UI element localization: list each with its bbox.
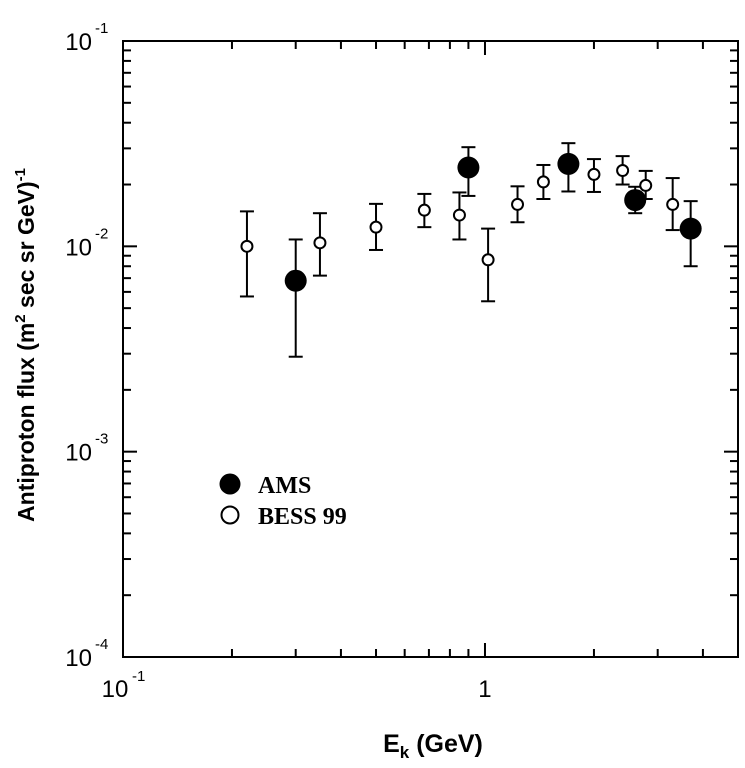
y-tick-label: 10 [65, 440, 92, 467]
axis-tick-labels: 10 -1 110-410-310-210-1 [65, 20, 491, 703]
bess-point [616, 164, 630, 178]
y-tick-label: 10 [65, 29, 92, 56]
data-series [239, 142, 702, 358]
legend-marker-ams [219, 473, 241, 495]
bess-point [536, 175, 550, 189]
x-tick-exponent: -1 [132, 668, 145, 685]
bess-point [639, 178, 653, 192]
legend-label-bess: BESS 99 [258, 504, 347, 530]
bess-point [666, 197, 680, 211]
ams-point [557, 152, 580, 175]
bess-point [511, 197, 525, 211]
ams-point [624, 189, 647, 212]
x-tick-label: 1 [478, 676, 491, 703]
y-axis-title: Antiproton flux (m2 sec sr GeV)-1 [12, 168, 39, 522]
axis-ticks [122, 40, 739, 658]
ams-point [679, 217, 702, 240]
x-tick-label: 10 [102, 676, 129, 703]
bess-point [417, 203, 431, 217]
bess-point [313, 236, 327, 250]
plot-frame [122, 40, 739, 658]
bess-point [481, 253, 495, 267]
y-tick-label: 10 [65, 234, 92, 261]
ams-point [284, 269, 307, 292]
bess-point [587, 167, 601, 181]
ams-point [457, 156, 480, 179]
y-tick-exponent: -3 [95, 431, 108, 448]
bess-point [452, 208, 466, 222]
y-tick-exponent: -1 [95, 20, 108, 37]
y-tick-exponent: -4 [95, 636, 108, 653]
bess-point [369, 220, 383, 234]
legend: AMS BESS 99 [219, 473, 347, 530]
legend-marker-bess [220, 505, 240, 525]
bess-point [240, 239, 254, 253]
x-axis-title: Ek (GeV) [383, 730, 483, 762]
legend-label-ams: AMS [258, 473, 311, 499]
y-tick-label: 10 [65, 645, 92, 672]
y-tick-exponent: -2 [95, 225, 108, 242]
